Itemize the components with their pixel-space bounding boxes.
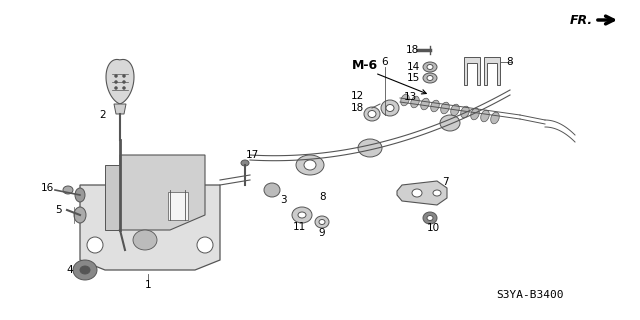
Text: 2: 2	[100, 110, 106, 120]
Ellipse shape	[386, 105, 394, 111]
Text: 16: 16	[40, 183, 54, 193]
Ellipse shape	[427, 215, 433, 220]
Ellipse shape	[296, 155, 324, 175]
Bar	[168, 192, 188, 220]
Polygon shape	[484, 57, 500, 85]
Text: 15: 15	[406, 73, 420, 83]
Ellipse shape	[368, 110, 376, 117]
Ellipse shape	[431, 100, 439, 112]
Ellipse shape	[440, 115, 460, 131]
Ellipse shape	[358, 139, 382, 157]
Text: 5: 5	[54, 205, 61, 215]
Ellipse shape	[315, 216, 329, 228]
Ellipse shape	[433, 190, 441, 196]
Text: 11: 11	[292, 222, 306, 232]
Ellipse shape	[75, 188, 85, 202]
Text: M-6: M-6	[352, 59, 378, 71]
Ellipse shape	[122, 81, 125, 84]
Ellipse shape	[441, 102, 449, 114]
Ellipse shape	[470, 108, 479, 120]
Text: S3YA-B3400: S3YA-B3400	[496, 290, 564, 300]
Ellipse shape	[401, 94, 410, 106]
Text: 13: 13	[403, 92, 417, 102]
Ellipse shape	[423, 212, 437, 224]
Ellipse shape	[461, 106, 469, 118]
Ellipse shape	[481, 110, 490, 122]
Text: 4: 4	[67, 265, 74, 275]
Ellipse shape	[292, 207, 312, 223]
Polygon shape	[105, 165, 120, 230]
Polygon shape	[397, 181, 447, 205]
Text: 17: 17	[245, 150, 259, 160]
Polygon shape	[120, 155, 205, 230]
Ellipse shape	[73, 260, 97, 280]
Ellipse shape	[264, 183, 280, 197]
Ellipse shape	[411, 96, 419, 108]
Ellipse shape	[381, 100, 399, 116]
Ellipse shape	[364, 107, 380, 121]
Ellipse shape	[80, 266, 90, 274]
Ellipse shape	[115, 75, 118, 77]
Polygon shape	[106, 60, 134, 104]
Text: 12: 12	[350, 91, 364, 101]
Text: 6: 6	[381, 57, 388, 67]
Polygon shape	[114, 104, 126, 114]
Ellipse shape	[423, 62, 437, 72]
Text: 10: 10	[426, 223, 440, 233]
Ellipse shape	[319, 220, 325, 225]
Ellipse shape	[63, 186, 73, 194]
Ellipse shape	[427, 65, 433, 69]
Ellipse shape	[491, 112, 499, 124]
Ellipse shape	[74, 207, 86, 223]
Text: 18: 18	[350, 103, 364, 113]
Ellipse shape	[241, 160, 249, 166]
Text: 14: 14	[406, 62, 420, 72]
Ellipse shape	[298, 212, 306, 218]
Ellipse shape	[412, 189, 422, 197]
Ellipse shape	[122, 86, 125, 90]
Text: 9: 9	[319, 228, 325, 238]
Ellipse shape	[115, 81, 118, 84]
Polygon shape	[80, 185, 220, 270]
Ellipse shape	[420, 98, 429, 110]
Ellipse shape	[87, 237, 103, 253]
Text: 8: 8	[507, 57, 513, 67]
Text: 7: 7	[442, 177, 448, 187]
Text: 18: 18	[405, 45, 419, 55]
Ellipse shape	[427, 76, 433, 81]
Text: 8: 8	[320, 192, 326, 202]
Ellipse shape	[423, 73, 437, 83]
Ellipse shape	[115, 86, 118, 90]
Ellipse shape	[133, 230, 157, 250]
Ellipse shape	[304, 160, 316, 170]
Text: 1: 1	[145, 280, 151, 290]
Text: FR.: FR.	[570, 13, 593, 27]
Ellipse shape	[197, 237, 213, 253]
Polygon shape	[464, 57, 480, 85]
Ellipse shape	[122, 75, 125, 77]
Text: 3: 3	[280, 195, 286, 205]
Ellipse shape	[451, 104, 460, 116]
